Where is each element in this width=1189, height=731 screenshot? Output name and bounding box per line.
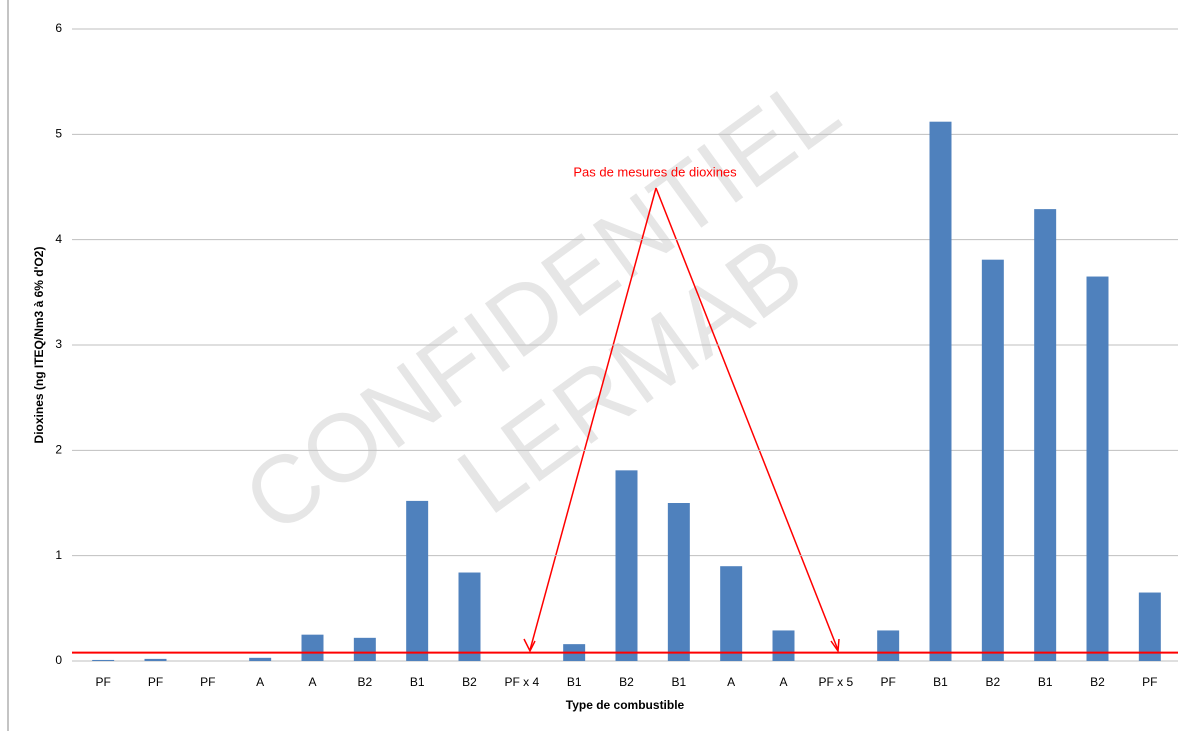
y-axis-title: Dioxines (ng ITEQ/Nm3 à 6% d'O2) xyxy=(32,247,46,444)
x-axis-title: Type de combustible xyxy=(566,698,685,712)
x-tick-label: B1 xyxy=(671,675,686,689)
x-tick-label: PF xyxy=(148,675,163,689)
bar xyxy=(1086,276,1109,661)
x-tick-label: A xyxy=(308,675,316,689)
annotation: Pas de mesures de dioxines xyxy=(573,164,737,179)
x-tick-label: PF x 4 xyxy=(504,675,539,689)
y-tick-label: 3 xyxy=(55,337,62,351)
x-tick-label: PF xyxy=(200,675,215,689)
y-tick-label: 0 xyxy=(55,653,62,667)
bar xyxy=(877,630,900,661)
bar xyxy=(92,659,115,661)
x-tick-label: B2 xyxy=(1090,675,1105,689)
x-tick-label: B2 xyxy=(357,675,372,689)
bar xyxy=(772,630,795,661)
x-tick-label: B2 xyxy=(619,675,634,689)
x-tick-label: B1 xyxy=(1038,675,1053,689)
x-tick-label: B2 xyxy=(985,675,1000,689)
x-tick-label: PF xyxy=(880,675,895,689)
bar xyxy=(1138,592,1161,661)
bar xyxy=(1034,209,1057,661)
y-tick-label: 1 xyxy=(55,548,62,562)
bar xyxy=(406,500,429,661)
x-tick-label: PF xyxy=(95,675,110,689)
x-tick-label: PF x 5 xyxy=(818,675,853,689)
x-tick-label: PF xyxy=(1142,675,1157,689)
bar xyxy=(353,637,376,661)
y-tick-label: 5 xyxy=(55,127,62,141)
bar xyxy=(667,503,690,661)
x-tick-label: B2 xyxy=(462,675,477,689)
y-tick-label: 4 xyxy=(55,232,62,246)
x-tick-label: A xyxy=(779,675,787,689)
bar xyxy=(458,572,481,661)
x-tick-label: B1 xyxy=(933,675,948,689)
y-tick-label: 6 xyxy=(55,21,62,35)
x-tick-label: A xyxy=(256,675,264,689)
x-tick-label: B1 xyxy=(567,675,582,689)
watermark: CONFIDENTIEL LERMAB xyxy=(225,54,857,554)
bar xyxy=(981,259,1004,661)
bar xyxy=(615,470,638,661)
y-tick-label: 2 xyxy=(55,443,62,457)
bar xyxy=(929,121,952,661)
bar xyxy=(144,658,167,661)
x-tick-label: A xyxy=(727,675,735,689)
annotation-arrows xyxy=(523,187,840,654)
bar xyxy=(249,657,272,661)
x-tick-label: B1 xyxy=(410,675,425,689)
bar xyxy=(301,634,324,661)
bar xyxy=(720,566,743,661)
